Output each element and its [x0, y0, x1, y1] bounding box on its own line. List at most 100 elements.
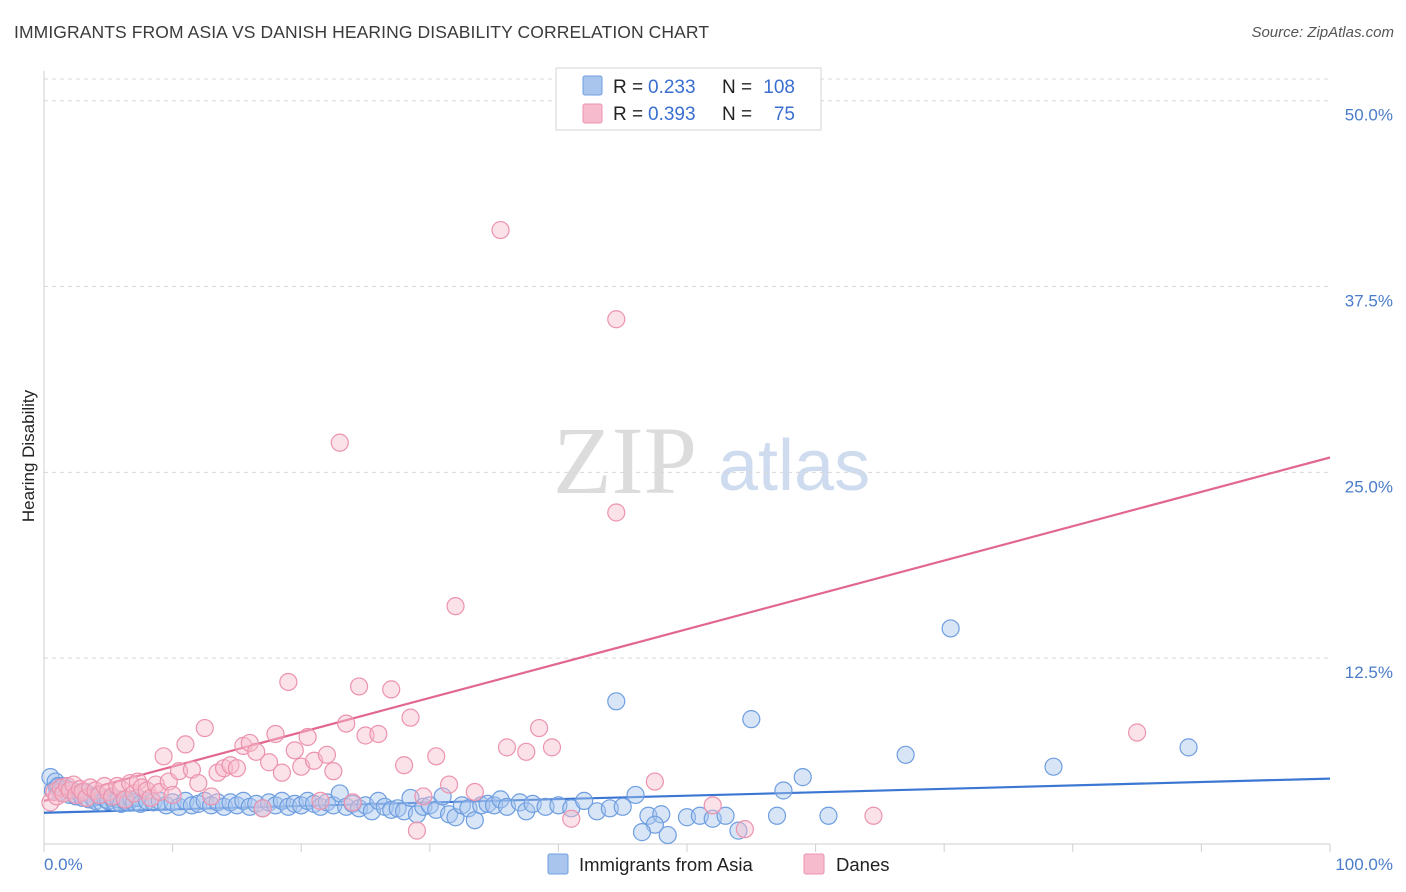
asia-point-107: [742, 710, 761, 729]
series-legend-label-danes: Danes: [836, 854, 889, 875]
danes-point-62: [369, 724, 388, 744]
danes-point-71: [491, 220, 510, 240]
danes-point-29: [154, 747, 173, 766]
legend-r-label-1: R =: [613, 77, 643, 98]
chart-title: IMMIGRANTS FROM ASIA VS DANISH HEARING D…: [14, 22, 710, 42]
danes-point-76: [607, 310, 626, 329]
asia-point-106: [729, 821, 748, 840]
asia-point-110: [793, 768, 812, 787]
asia-point-73: [407, 805, 427, 824]
legend-r-value-2: 0.393: [648, 104, 696, 125]
danes-point-45: [253, 799, 272, 818]
danes-point-82: [1127, 723, 1147, 742]
danes-point-41: [227, 759, 246, 778]
legend-n-value-1: 108: [763, 77, 795, 98]
danes-point-72: [517, 742, 536, 761]
danes-point-20: [115, 790, 135, 809]
danes-point-33: [176, 735, 195, 754]
asia-point-94: [575, 791, 594, 810]
asia-point-105: [716, 806, 735, 825]
danes-point-73: [530, 718, 549, 738]
danes-point-24: [132, 778, 151, 797]
y-tick-label-3: 50.0%: [1345, 106, 1393, 125]
legend-r-label-2: R =: [613, 104, 643, 125]
asia-point-86: [491, 790, 510, 809]
danes-point-78: [645, 772, 664, 791]
asia-point-89: [517, 802, 536, 821]
series-legend-label-asia: Immigrants from Asia: [579, 854, 753, 875]
danes-point-36: [195, 718, 214, 738]
danes-point-59: [343, 793, 362, 812]
axes: [43, 71, 1331, 852]
danes-point-52: [298, 727, 317, 747]
danes-point-66: [407, 821, 427, 840]
asia-point-118: [1179, 738, 1198, 757]
legend-swatch-pink: [582, 103, 603, 124]
danes-point-64: [394, 756, 414, 775]
tick-labels: 12.5% 25.0% 37.5% 50.0% 0.0% 100.0%: [44, 106, 1393, 874]
y-tick-label-1: 25.0%: [1345, 477, 1393, 496]
danes-point-68: [427, 747, 446, 766]
asia-point-111: [819, 806, 838, 825]
data-points: [41, 220, 1198, 845]
asia-point-117: [1044, 757, 1063, 776]
danes-point-55: [317, 745, 337, 764]
danes-point-44: [247, 742, 266, 761]
legend-n-value-2: 75: [774, 104, 795, 125]
danes-point-37: [202, 787, 221, 806]
danes-point-58: [337, 714, 356, 733]
danes-point-69: [439, 775, 459, 794]
asia-point-100: [652, 805, 671, 824]
watermark-atlas: atlas: [718, 426, 870, 506]
danes-point-48: [272, 763, 292, 782]
asia-point-115: [941, 619, 960, 638]
danes-point-83: [497, 738, 517, 757]
asia-point-109: [774, 781, 793, 800]
source-credit: Source: ZipAtlas.com: [1251, 24, 1394, 41]
asia-point-101: [658, 825, 677, 845]
legend-n-label-2: N =: [722, 104, 752, 125]
danes-point-31: [163, 785, 182, 805]
danes-point-70: [446, 597, 465, 616]
danes-point-81: [864, 806, 883, 825]
asia-point-113: [632, 823, 652, 842]
danes-point-77: [607, 503, 626, 522]
asia-point-97: [613, 797, 632, 816]
danes-point-80: [735, 820, 754, 839]
legend-swatch-blue: [582, 75, 603, 96]
danes-point-26: [141, 788, 160, 808]
danes-point-43: [240, 733, 259, 753]
danes-point-54: [311, 791, 330, 810]
danes-point-49: [279, 672, 298, 692]
danes-point-79: [703, 796, 722, 815]
danes-point-47: [266, 724, 285, 744]
legend-r-value-1: 0.233: [648, 77, 696, 98]
y-axis-label: Hearing Disability: [19, 389, 38, 522]
series-legend-swatch-asia: [547, 853, 569, 875]
danes-point-63: [382, 680, 401, 699]
danes-point-35: [189, 773, 208, 793]
danes-point-50: [285, 741, 304, 760]
asia-point-116: [896, 745, 915, 764]
grid: [44, 78, 1330, 659]
danes-point-56: [324, 762, 343, 781]
y-tick-label-2: 37.5%: [1345, 292, 1393, 311]
series-legend-swatch-danes: [803, 853, 825, 875]
asia-point-108: [767, 806, 787, 825]
danes-point-84: [465, 782, 484, 802]
asia-point-98: [626, 785, 645, 805]
watermark-zip: ZIP: [553, 407, 697, 514]
danes-point-21: [121, 773, 140, 793]
danes-point-60: [349, 677, 369, 696]
danes-point-75: [562, 809, 581, 828]
y-tick-label-0: 12.5%: [1345, 663, 1393, 682]
danes-point-67: [414, 787, 433, 806]
x-tick-label-0: 0.0%: [44, 855, 83, 874]
danes-point-46: [259, 753, 279, 772]
x-tick-label-1: 100.0%: [1335, 855, 1393, 874]
danes-point-57: [330, 433, 349, 452]
danes-point-74: [542, 738, 562, 757]
correlation-legend: R = 0.233 N = 108 R = 0.393 N = 75: [555, 67, 822, 131]
asia-point-114: [607, 692, 626, 711]
